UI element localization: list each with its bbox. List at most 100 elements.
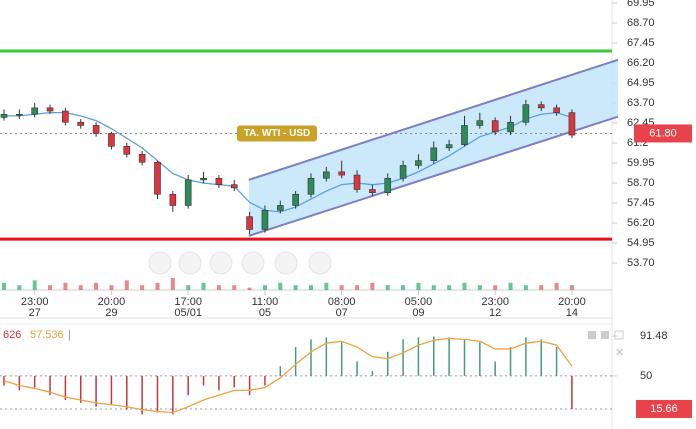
- candle-body: [230, 184, 238, 189]
- x-tick-label: 20:00: [558, 296, 586, 308]
- last-value-badge: [636, 399, 692, 418]
- candle-body: [261, 209, 269, 230]
- candle-body: [154, 161, 161, 195]
- x-tick-label: 20:00: [98, 296, 126, 308]
- x-tick-sublabel: 09: [412, 307, 424, 319]
- candle-body: [338, 171, 345, 176]
- channel-upper: [248, 58, 619, 181]
- candle-body: [77, 121, 85, 126]
- icon[interactable]: ✕: [615, 347, 624, 359]
- candle-body: [537, 104, 545, 109]
- x-tick-sublabel: 14: [566, 307, 578, 319]
- moving-average: [3, 111, 573, 213]
- toolbar-button[interactable]: [209, 251, 233, 275]
- volume-bar: [339, 285, 344, 290]
- icon[interactable]: [588, 331, 596, 339]
- volume-bar: [447, 285, 452, 290]
- y-tick-label: 69.95: [627, 0, 655, 9]
- candle-body: [369, 189, 376, 193]
- volume-bar: [201, 282, 206, 290]
- y-tick-label: 67.45: [627, 37, 655, 49]
- instrument-badge: [237, 125, 317, 142]
- candle-body: [0, 113, 8, 118]
- volume-bar: [324, 282, 329, 290]
- volume-bar: [32, 280, 37, 290]
- volume-bar: [554, 282, 559, 290]
- x-tick-sublabel: 05/01: [174, 307, 202, 319]
- plot: 69.9568.7067.4566.2064.9563.7062.4561.25…: [0, 0, 692, 418]
- candle-body: [292, 193, 299, 206]
- candle-body: [307, 177, 315, 195]
- volume-bar: [523, 285, 528, 290]
- volume-bar: [462, 282, 467, 290]
- last-value-label: 15.66: [650, 403, 678, 415]
- toolbar-button[interactable]: [274, 251, 298, 275]
- last-price-badge: [634, 124, 692, 143]
- volume-bar: [155, 282, 160, 290]
- candle-body: [445, 144, 453, 149]
- toolbar-button[interactable]: [241, 251, 265, 275]
- volume-bar: [232, 285, 237, 290]
- signal-line: [3, 337, 573, 414]
- volume-bar: [385, 285, 390, 290]
- candle-body: [169, 193, 177, 206]
- volume-bar: [477, 285, 482, 290]
- volume-bar: [48, 285, 53, 290]
- candle-body: [399, 165, 407, 179]
- candle-body: [384, 177, 392, 193]
- channel-lower: [248, 115, 619, 237]
- toolbar-button[interactable]: [148, 251, 172, 275]
- volume-bar: [109, 285, 114, 290]
- x-tick-label: 23:00: [481, 296, 509, 308]
- icon[interactable]: [601, 331, 609, 339]
- toolbar-button[interactable]: [178, 251, 202, 275]
- candle-body: [16, 113, 23, 116]
- volume-bar: [569, 285, 574, 290]
- volume-bar: [355, 285, 360, 290]
- separator: |: [68, 329, 71, 341]
- volume-bar: [140, 285, 145, 290]
- volume-bar: [124, 280, 129, 290]
- candle-body: [246, 216, 253, 230]
- x-tick-sublabel: 29: [105, 307, 117, 319]
- volume-bar: [431, 285, 436, 290]
- y-tick-label: 91.48: [640, 330, 668, 342]
- y-tick-label: 68.70: [627, 17, 655, 29]
- volume-bar: [308, 285, 313, 290]
- volume-bar: [401, 285, 406, 290]
- volume-bar: [63, 282, 68, 290]
- volume-bar: [508, 282, 513, 290]
- volume-bar: [216, 285, 221, 290]
- volume-bar: [262, 285, 267, 290]
- volume-bar: [293, 285, 298, 290]
- candle-body: [46, 107, 54, 112]
- y-tick-label: 63.70: [627, 97, 655, 109]
- y-tick-label: 64.95: [627, 77, 655, 89]
- y-tick-label: 59.95: [627, 157, 655, 169]
- x-tick-label: 23:00: [21, 296, 49, 308]
- candle-body: [184, 179, 192, 206]
- volume-bar: [370, 282, 375, 290]
- candle-body: [568, 112, 576, 136]
- candle-body: [138, 153, 146, 163]
- candle-body: [31, 107, 38, 115]
- candle-body: [123, 145, 131, 155]
- candle-body: [553, 107, 560, 113]
- x-tick-sublabel: 07: [336, 307, 348, 319]
- icon[interactable]: [614, 330, 624, 340]
- y-tick-label: 53.70: [627, 257, 655, 269]
- y-tick-label: 66.20: [627, 57, 655, 69]
- candle-body: [62, 110, 69, 123]
- candle-body: [491, 120, 499, 133]
- x-tick-label: 08:00: [328, 296, 356, 308]
- x-tick-sublabel: 12: [489, 307, 501, 319]
- candle-body: [200, 177, 207, 181]
- y-tick-label: 57.45: [627, 197, 655, 209]
- x-tick-label: 11:00: [252, 296, 279, 308]
- toolbar-button[interactable]: [308, 251, 332, 275]
- y-tick-label: 56.20: [627, 217, 655, 229]
- candle-body: [415, 160, 422, 166]
- x-tick-label: 17:00: [174, 296, 202, 308]
- volume-bar: [170, 278, 175, 290]
- volume-bar: [186, 285, 191, 290]
